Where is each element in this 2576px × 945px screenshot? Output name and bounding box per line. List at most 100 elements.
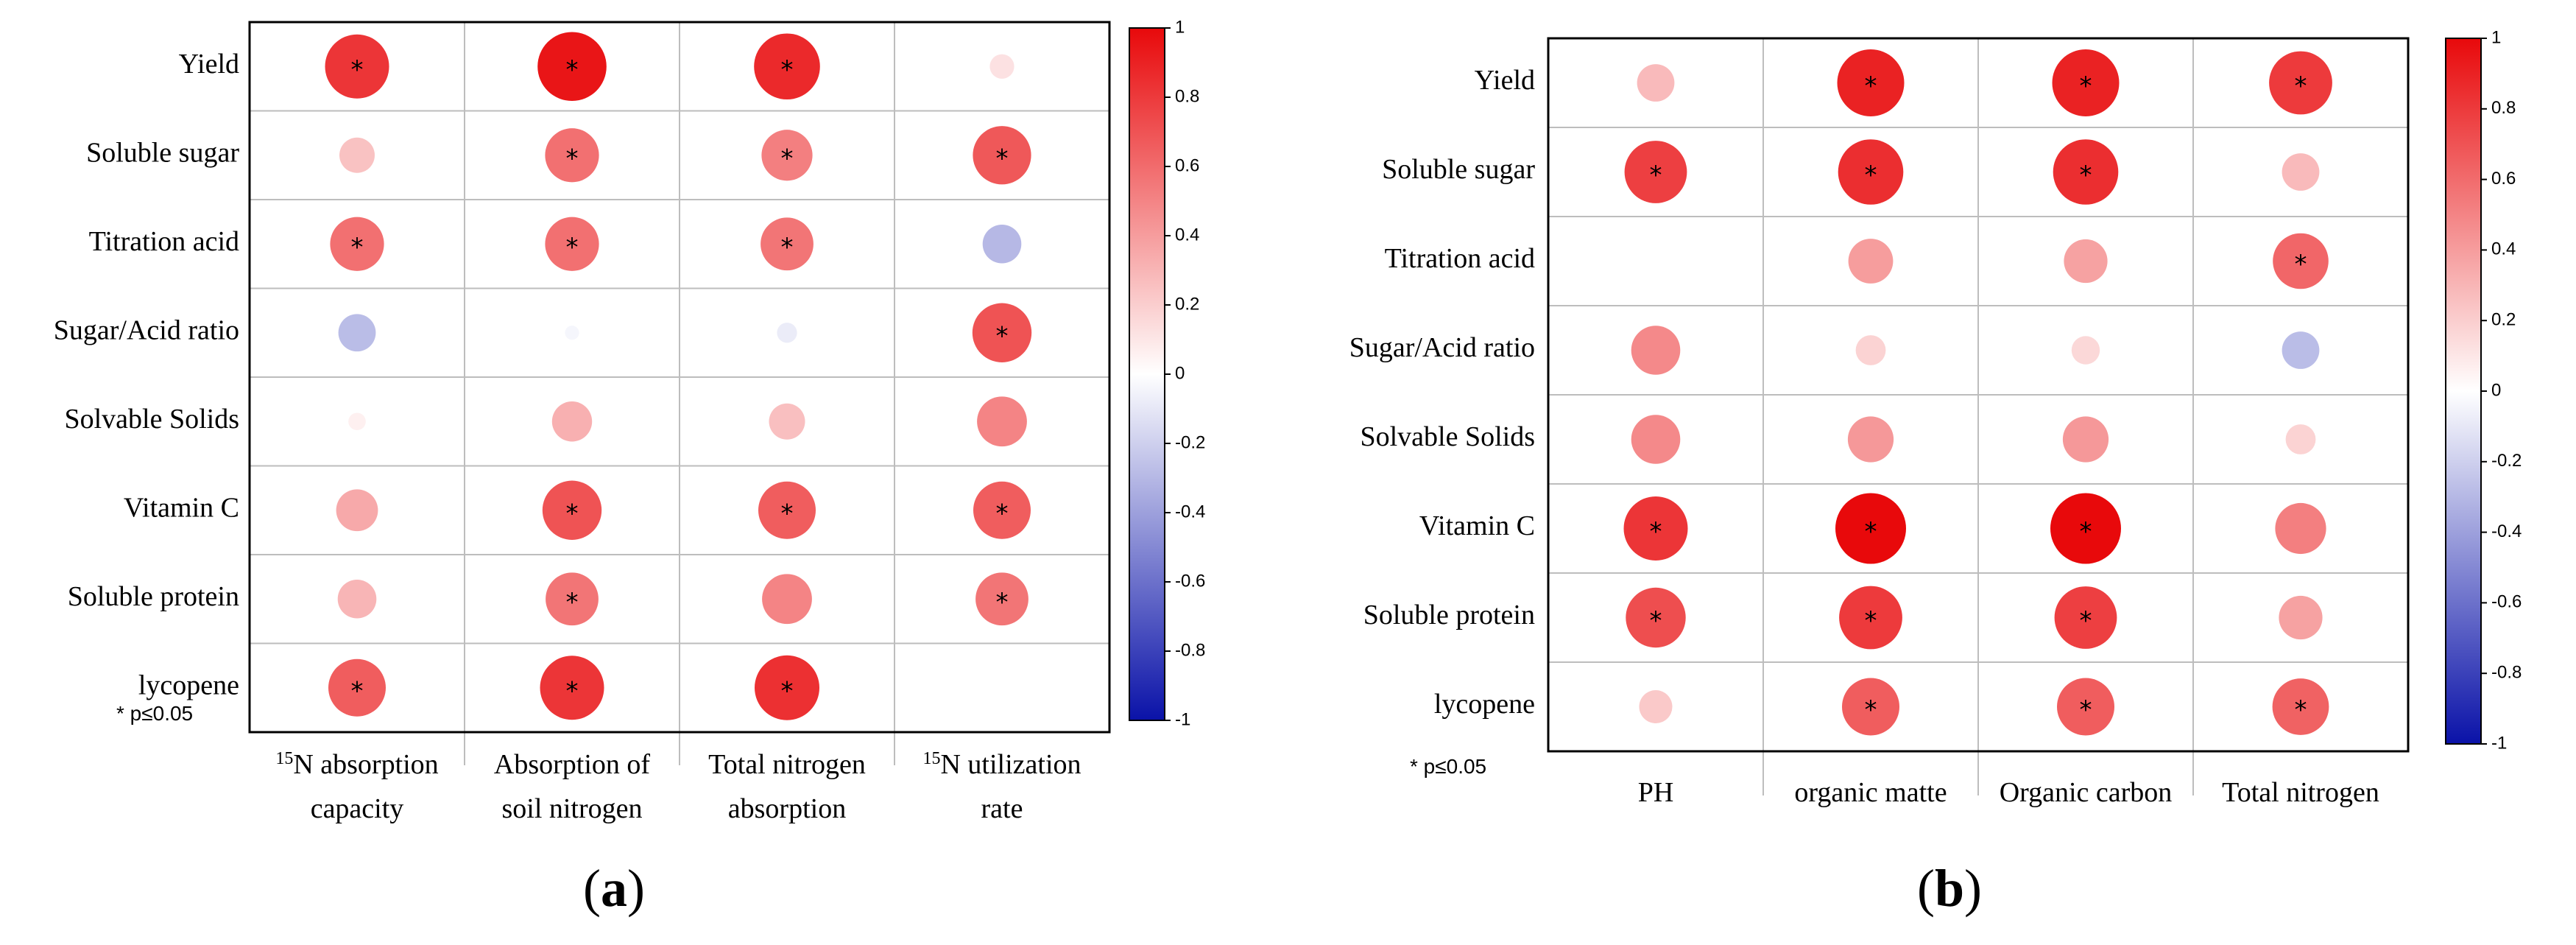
- significance-star: *: [1650, 161, 1662, 190]
- chart-panel-a: * * * * * * * * * * * * * * * * * * Yield Soluble sugar Titr…: [54, 17, 1206, 918]
- correlation-circle: [762, 574, 812, 625]
- colorbar: [2445, 38, 2482, 745]
- column-label-line2: rate: [981, 793, 1023, 824]
- column-label: Total nitrogen: [2222, 777, 2379, 808]
- row-label: Soluble protein: [68, 581, 239, 612]
- correlation-circle: [545, 217, 599, 271]
- significance-star: *: [2080, 695, 2092, 725]
- plot-border: [248, 21, 1111, 734]
- correlation-circle: [1639, 690, 1673, 723]
- column-label: Absorption of: [494, 749, 651, 780]
- row-label: Soluble sugar: [1382, 154, 1535, 185]
- correlation-circle: [2057, 678, 2114, 736]
- correlation-circle: [761, 217, 814, 271]
- correlation-circle: [348, 412, 366, 431]
- colorbar-tick-label: -0.8: [2491, 663, 2522, 683]
- colorbar-tick-label: -1: [2491, 733, 2507, 753]
- correlation-circle: [769, 403, 805, 440]
- correlation-circle: [2052, 49, 2120, 116]
- significance-star: *: [1650, 517, 1662, 547]
- significance-star: *: [566, 55, 579, 85]
- correlation-circle: [1855, 335, 1886, 365]
- colorbar-tick-label: -1: [1175, 709, 1190, 729]
- significance-star: *: [351, 55, 364, 85]
- correlation-circle: [2062, 416, 2109, 463]
- correlation-circle: [2275, 502, 2326, 555]
- correlation-circle: [777, 323, 797, 343]
- row-label: Titration acid: [89, 226, 239, 257]
- correlation-circle: [565, 326, 579, 340]
- correlation-circle: [2054, 586, 2117, 649]
- panel-label: (a): [583, 859, 645, 918]
- column-label: Organic carbon: [2000, 777, 2173, 808]
- column-label: Total nitrogen: [708, 749, 866, 780]
- significance-star: *: [781, 55, 794, 85]
- significance-star: *: [1865, 695, 1877, 725]
- significance-star: *: [566, 676, 579, 706]
- column-label-line2: soil nitrogen: [501, 793, 642, 824]
- correlation-circle: [1842, 678, 1899, 736]
- correlation-circle: [982, 224, 1022, 264]
- correlation-circle: [1847, 416, 1894, 463]
- column-label: 15N utilization: [922, 749, 1081, 780]
- row-label: lycopene: [1434, 689, 1535, 720]
- correlation-circle: [1848, 239, 1894, 284]
- colorbar-tick-label: 0: [2491, 380, 2501, 400]
- significance-star: *: [1865, 71, 1877, 101]
- correlation-circle: [2272, 678, 2329, 735]
- significance-star: *: [351, 233, 364, 262]
- colorbar-tick-label: 1: [2491, 27, 2501, 47]
- colorbar-tick-label: 0.4: [1175, 225, 1199, 245]
- significance-star: *: [2295, 71, 2307, 101]
- correlation-circle: [989, 54, 1014, 79]
- correlation-circle: [1626, 587, 1686, 648]
- significance-star: *: [2080, 71, 2092, 101]
- colorbar-tick-label: -0.4: [2491, 521, 2522, 541]
- correlation-circle: [1637, 64, 1675, 102]
- correlation-circle: [338, 314, 376, 352]
- correlation-circle: [2064, 239, 2108, 284]
- row-label: Solvable Solids: [64, 404, 239, 435]
- correlation-circle: [1631, 415, 1681, 464]
- significance-star: *: [566, 144, 579, 173]
- significance-star: *: [1650, 606, 1662, 636]
- colorbar-tick-label: 0.2: [1175, 294, 1199, 314]
- significance-note: * p≤0.05: [116, 702, 193, 725]
- correlation-circle: [2273, 233, 2329, 289]
- significance-star: *: [781, 144, 794, 173]
- correlation-circle: [755, 655, 819, 720]
- significance-star: *: [1865, 606, 1877, 636]
- correlation-circle: [761, 130, 813, 181]
- panel-label: (b): [1917, 859, 1982, 918]
- correlation-circle: [2053, 139, 2119, 205]
- column-label: organic matte: [1794, 777, 1947, 808]
- significance-star: *: [1865, 517, 1877, 547]
- significance-note: * p≤0.05: [1410, 755, 1486, 778]
- row-label: Soluble sugar: [86, 137, 239, 168]
- column-label-line2: capacity: [311, 793, 404, 824]
- colorbar-tick-label: 0.6: [1175, 155, 1199, 175]
- significance-star: *: [781, 499, 794, 528]
- significance-star: *: [566, 233, 579, 262]
- correlation-circle: [540, 656, 604, 720]
- significance-star: *: [351, 676, 364, 706]
- correlation-circle: [330, 217, 384, 271]
- plot-border: [1547, 37, 2410, 753]
- correlation-circle: [537, 32, 607, 102]
- column-label: 15N absorption: [275, 749, 438, 780]
- colorbar-tick-label: 0: [1175, 363, 1185, 383]
- colorbar-tick-label: 0.8: [2491, 98, 2516, 118]
- colorbar-tick-label: 0.4: [2491, 239, 2516, 259]
- significance-star: *: [781, 676, 794, 706]
- correlation-circle: [2050, 493, 2121, 564]
- row-label: Yield: [1475, 65, 1535, 96]
- correlation-circle: [973, 126, 1031, 185]
- colorbar-tick-label: 0.6: [2491, 169, 2516, 189]
- colorbar-tick-label: 1: [1175, 17, 1185, 37]
- correlation-circle: [1623, 496, 1688, 561]
- significance-star: *: [996, 321, 1009, 351]
- colorbar-tick-label: 0.2: [2491, 310, 2516, 330]
- significance-star: *: [2295, 695, 2307, 725]
- column-label-line2: absorption: [728, 793, 846, 824]
